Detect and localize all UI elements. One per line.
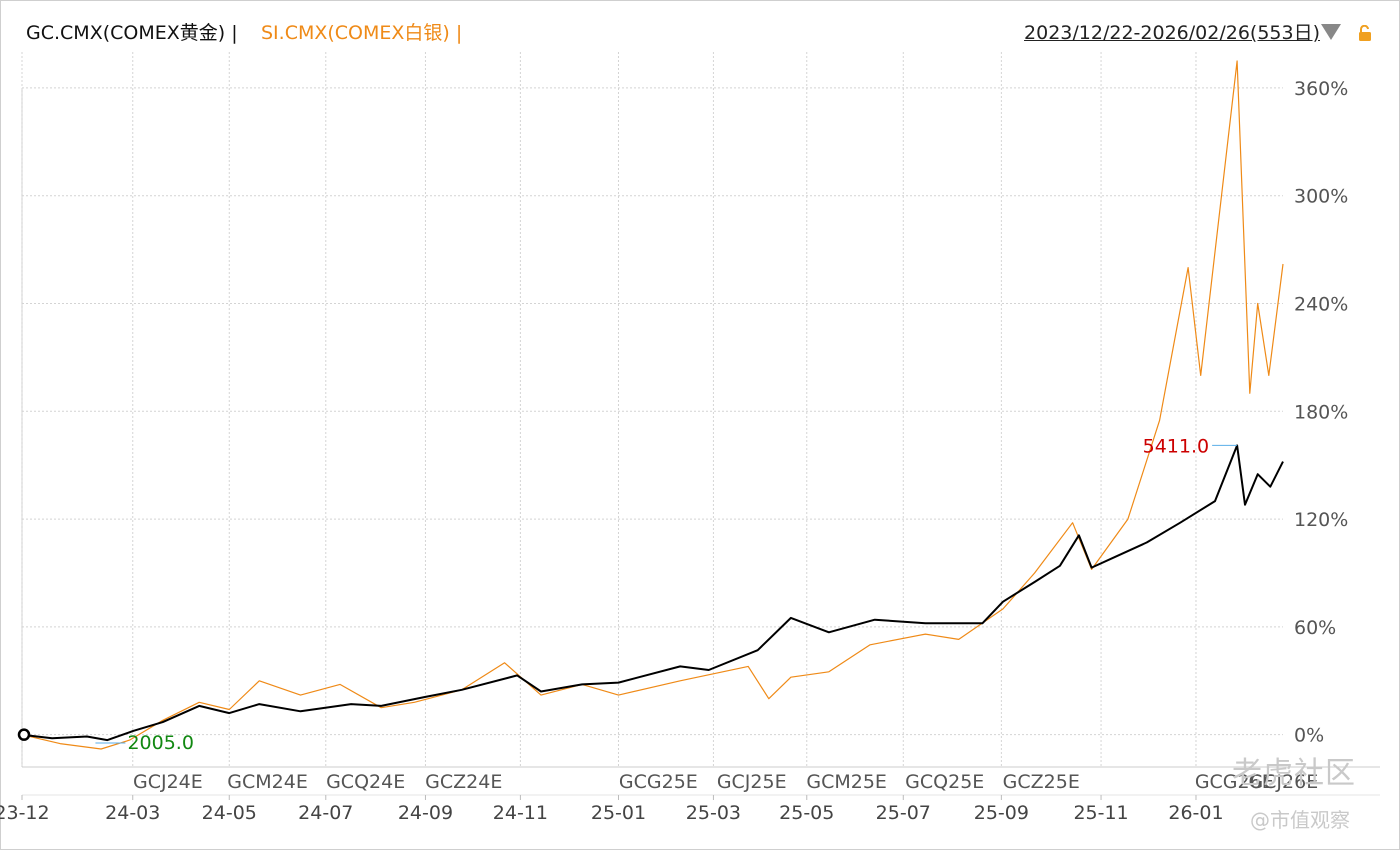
contract-marker-label: GCG25E — [619, 771, 698, 793]
x-tick-label: 25-03 — [686, 802, 741, 824]
x-tick-label: 25-07 — [876, 802, 931, 824]
unlock-icon[interactable] — [1358, 25, 1372, 41]
gold-series-line — [21, 444, 1284, 742]
y-tick-label: 0% — [1294, 725, 1324, 747]
contract-marker-label: GCM25E — [806, 771, 887, 793]
series-start-marker — [17, 728, 31, 741]
x-tick-label: 26-01 — [1168, 802, 1223, 824]
contract-marker-label: GCJ24E — [133, 771, 203, 793]
contract-marker-label: GCZ24E — [425, 771, 502, 793]
y-tick-label: 360% — [1294, 78, 1348, 100]
x-axis: 23-12 24-03 24-05 24-07 24-09 24-11 25-01 25-03… — [0, 771, 1318, 824]
x-tick-label: 25-01 — [591, 802, 646, 824]
y-axis: 0% 60% 120% 180% 240% 300% 360% — [1294, 78, 1348, 747]
x-tick-label: 25-09 — [974, 802, 1029, 824]
max-value-label: 5411.0 — [1143, 435, 1209, 457]
y-tick-label: 120% — [1294, 509, 1348, 531]
x-tick-label: 25-11 — [1073, 802, 1128, 824]
x-tick-label: 24-09 — [398, 802, 453, 824]
contract-marker-label: GCJ26E — [1248, 771, 1318, 793]
silver-series-line — [21, 60, 1284, 750]
y-tick-label: 180% — [1294, 401, 1348, 423]
contract-marker-label: GCZ25E — [1003, 771, 1080, 793]
chart-grid — [21, 52, 1380, 800]
contract-marker-label: GCM24E — [227, 771, 308, 793]
y-tick-label: 240% — [1294, 294, 1348, 316]
x-tick-label: 23-12 — [0, 802, 50, 824]
x-tick-label: 24-05 — [202, 802, 257, 824]
contract-marker-label: GCQ24E — [326, 771, 405, 793]
x-tick-label: 24-07 — [298, 802, 353, 824]
contract-marker-label: GCJ25E — [717, 771, 787, 793]
watermark-author: @市值观察 — [1250, 808, 1350, 832]
x-tick-label: 24-03 — [105, 802, 160, 824]
chevron-down-icon[interactable] — [1321, 24, 1341, 40]
silver-series-title[interactable]: SI.CMX(COMEX白银) | — [261, 22, 463, 44]
watermark-logo-text: 老虎社区 — [1232, 756, 1356, 791]
date-range-selector[interactable]: 2023/12/22-2026/02/26(553日) — [1024, 22, 1320, 44]
gold-series-title[interactable]: GC.CMX(COMEX黄金) | — [26, 22, 238, 44]
x-tick-label: 25-05 — [779, 802, 834, 824]
contract-marker-label: GCG26E — [1195, 771, 1274, 793]
y-tick-label: 300% — [1294, 186, 1348, 208]
contract-marker-label: GCQ25E — [905, 771, 984, 793]
x-tick-label: 24-11 — [493, 802, 548, 824]
min-value-label: 2005.0 — [127, 732, 193, 754]
series-lines — [21, 60, 1284, 750]
y-tick-label: 60% — [1294, 617, 1336, 639]
annotations: 5411.0 2005.0 — [17, 435, 1238, 754]
